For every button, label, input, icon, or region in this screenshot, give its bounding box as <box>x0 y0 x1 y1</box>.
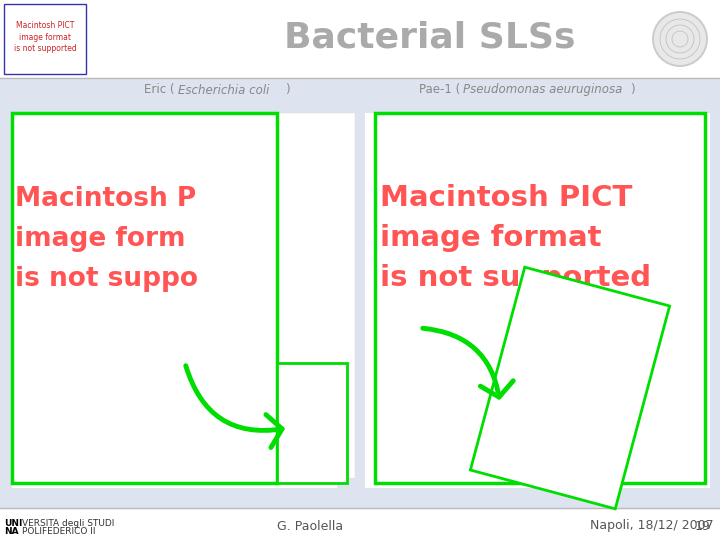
Text: Macintosh PICT: Macintosh PICT <box>380 184 632 212</box>
Bar <box>365 113 710 488</box>
Bar <box>375 113 705 483</box>
Text: Bacterial SLSs: Bacterial SLSs <box>284 20 576 54</box>
Text: VERSITA degli STUDI: VERSITA degli STUDI <box>22 518 114 528</box>
Bar <box>277 362 347 483</box>
Text: ): ) <box>630 84 634 97</box>
Text: image format: image format <box>380 224 601 252</box>
Text: image form: image form <box>15 226 186 252</box>
Bar <box>12 113 337 488</box>
FancyArrowPatch shape <box>423 328 513 397</box>
FancyArrowPatch shape <box>186 366 282 448</box>
Polygon shape <box>470 267 670 509</box>
Bar <box>12 113 277 483</box>
Text: UNI: UNI <box>4 518 22 528</box>
Bar <box>400 113 685 478</box>
Bar <box>490 232 640 468</box>
Text: NA: NA <box>4 526 19 536</box>
Text: Macintosh P: Macintosh P <box>15 186 197 212</box>
Text: POLIFEDERICO II: POLIFEDERICO II <box>22 526 96 536</box>
Text: Escherichia coli: Escherichia coli <box>178 84 269 97</box>
Bar <box>0 78 720 508</box>
Text: ): ) <box>285 84 289 97</box>
Circle shape <box>652 11 708 67</box>
Text: Pae-1 (: Pae-1 ( <box>419 84 460 97</box>
Text: Napoli, 18/12/ 2007: Napoli, 18/12/ 2007 <box>590 519 714 532</box>
Text: Macintosh PICT
image format
is not supported: Macintosh PICT image format is not suppo… <box>14 22 76 52</box>
Text: is not supported: is not supported <box>380 264 651 292</box>
Bar <box>265 113 355 478</box>
Text: Pseudomonas aeuruginosa: Pseudomonas aeuruginosa <box>463 84 622 97</box>
Circle shape <box>654 13 706 65</box>
Bar <box>55 113 325 478</box>
Text: is not suppo: is not suppo <box>15 266 198 292</box>
Text: 19: 19 <box>694 519 710 532</box>
Text: Eric (: Eric ( <box>145 84 175 97</box>
Bar <box>4 4 86 74</box>
Text: G. Paolella: G. Paolella <box>277 519 343 532</box>
